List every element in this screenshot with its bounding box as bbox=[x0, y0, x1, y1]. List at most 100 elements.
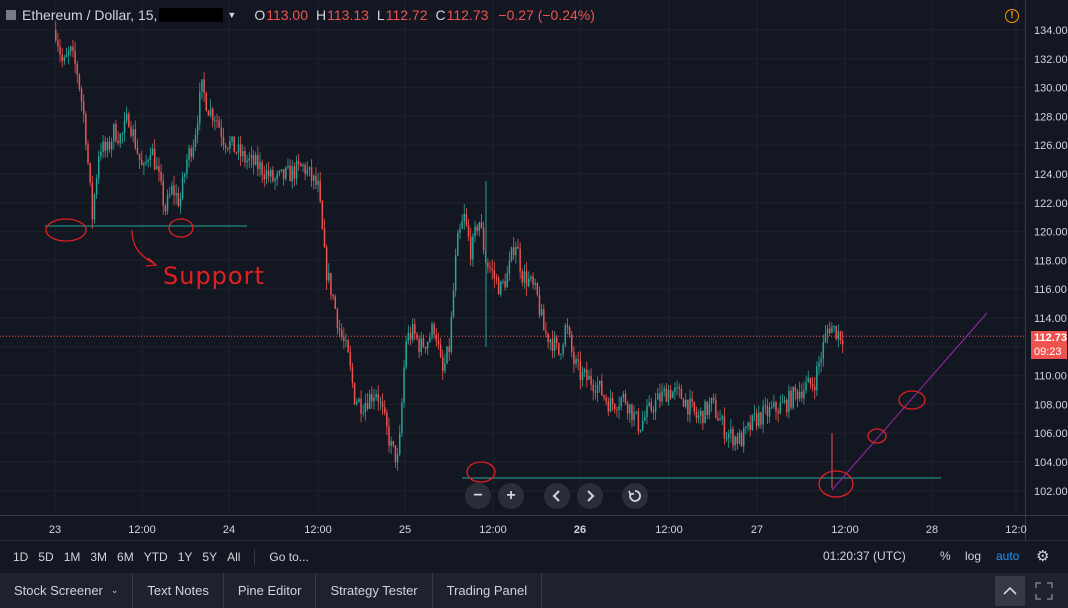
candle-body bbox=[581, 372, 584, 381]
candle-body bbox=[482, 228, 485, 251]
divider bbox=[254, 548, 256, 565]
tab-stock-screener[interactable]: Stock Screener ⌄ bbox=[0, 573, 134, 608]
candle-body bbox=[727, 433, 730, 439]
candle-body bbox=[310, 167, 313, 181]
log-toggle[interactable]: log bbox=[965, 549, 982, 563]
candle-body bbox=[626, 403, 629, 414]
candle-body bbox=[833, 325, 835, 328]
candle-body bbox=[151, 148, 154, 155]
candle-body bbox=[650, 402, 653, 411]
utc-clock[interactable]: 01:20:37 (UTC) bbox=[823, 549, 906, 563]
candle-body bbox=[564, 325, 567, 345]
scroll-left-button[interactable] bbox=[544, 483, 570, 509]
range-5y[interactable]: 5Y bbox=[202, 549, 218, 564]
chevron-down-icon[interactable]: ▼ bbox=[227, 10, 237, 20]
high-label: H bbox=[316, 7, 327, 23]
candle-body bbox=[583, 369, 586, 373]
candle-body bbox=[61, 54, 63, 61]
range-ytd[interactable]: YTD bbox=[143, 549, 168, 564]
collapse-panel-button[interactable] bbox=[995, 576, 1025, 606]
candle-body bbox=[818, 362, 820, 367]
candle-body bbox=[661, 391, 663, 402]
chevron-down-icon[interactable]: ⌄ bbox=[110, 585, 119, 595]
annotation-circle bbox=[466, 461, 496, 483]
price-tick-label: 114.00 bbox=[1034, 313, 1067, 325]
candle-body bbox=[755, 413, 758, 427]
range-all[interactable]: All bbox=[227, 549, 241, 564]
range-1y[interactable]: 1Y bbox=[177, 549, 193, 564]
tab-pine-editor[interactable]: Pine Editor bbox=[224, 573, 317, 608]
candle-body bbox=[521, 271, 524, 283]
candle-body bbox=[491, 268, 493, 271]
candle-body bbox=[579, 361, 582, 381]
tab-label: Stock Screener bbox=[14, 583, 103, 598]
candle-body bbox=[708, 403, 711, 415]
chart-area[interactable]: 23 12:00 24 12:00 25 12:00 26 12:00 27 12:00 28 12:… bbox=[0, 0, 1068, 540]
auto-toggle[interactable]: auto bbox=[996, 549, 1020, 563]
candle-body bbox=[674, 387, 676, 392]
candle-body bbox=[280, 169, 283, 172]
candle-body bbox=[639, 429, 642, 432]
candle-body bbox=[689, 398, 691, 415]
reset-chart-button[interactable] bbox=[622, 483, 648, 509]
range-6m[interactable]: 6M bbox=[117, 549, 134, 564]
candle-body bbox=[156, 166, 158, 170]
candle-body bbox=[261, 162, 263, 175]
range-5d[interactable]: 5D bbox=[38, 549, 54, 564]
candle-body bbox=[373, 397, 375, 402]
candle-body bbox=[229, 141, 231, 149]
close-label: C bbox=[435, 7, 446, 23]
candle-body bbox=[465, 213, 468, 226]
zoom-out-button[interactable]: − bbox=[465, 483, 491, 509]
candle-body bbox=[59, 46, 61, 55]
candle-body bbox=[807, 377, 809, 383]
candle-body bbox=[207, 110, 210, 116]
tab-strategy-tester[interactable]: Strategy Tester bbox=[316, 573, 433, 608]
time-tick-label: 12:0 bbox=[1005, 524, 1026, 536]
candle-body bbox=[164, 205, 167, 212]
candle-body bbox=[132, 129, 134, 136]
symbol-title[interactable]: Ethereum / Dollar, 15, bbox=[22, 7, 158, 23]
candle-body bbox=[532, 276, 534, 285]
candle-body bbox=[792, 387, 794, 408]
fullscreen-icon[interactable] bbox=[1034, 581, 1054, 601]
range-3m[interactable]: 3M bbox=[90, 549, 108, 564]
range-1d[interactable]: 1D bbox=[13, 549, 29, 564]
candle-body bbox=[91, 182, 94, 220]
price-tick-label: 110.00 bbox=[1034, 371, 1067, 383]
candle-body bbox=[657, 393, 659, 400]
candle-body bbox=[399, 432, 401, 455]
candle-body bbox=[98, 155, 100, 179]
candle-body bbox=[214, 120, 216, 122]
candle-body bbox=[781, 402, 784, 404]
candle-body bbox=[166, 195, 169, 212]
scroll-right-button[interactable] bbox=[577, 483, 603, 509]
candle-body bbox=[433, 324, 435, 335]
candle-body bbox=[216, 120, 218, 122]
candle-body bbox=[816, 366, 818, 391]
range-1m[interactable]: 1M bbox=[63, 549, 81, 564]
percent-toggle[interactable]: % bbox=[940, 549, 951, 563]
candle-body bbox=[435, 334, 438, 341]
gear-icon[interactable]: ⚙ bbox=[1036, 548, 1050, 565]
candle-body bbox=[319, 180, 321, 202]
candle-body bbox=[285, 167, 287, 179]
warning-icon[interactable]: ! bbox=[1005, 9, 1019, 23]
price-chart[interactable]: 23 12:00 24 12:00 25 12:00 26 12:00 27 12:00 28 12:… bbox=[0, 0, 1068, 540]
candle-body bbox=[184, 174, 186, 177]
zoom-in-button[interactable]: + bbox=[498, 483, 524, 509]
candle-body bbox=[839, 331, 842, 341]
candle-body bbox=[422, 338, 425, 347]
candle-body bbox=[403, 367, 405, 403]
candle-body bbox=[231, 136, 233, 142]
candle-body bbox=[199, 91, 201, 124]
tab-trading-panel[interactable]: Trading Panel bbox=[433, 573, 543, 608]
tab-text-notes[interactable]: Text Notes bbox=[133, 573, 224, 608]
candle-body bbox=[304, 164, 306, 175]
candle-body bbox=[553, 337, 556, 351]
symbol-icon bbox=[6, 10, 16, 20]
tab-label: Text Notes bbox=[147, 583, 209, 598]
go-to-button[interactable]: Go to... bbox=[269, 549, 309, 564]
candle-body bbox=[528, 278, 530, 286]
annotation-circle bbox=[898, 390, 926, 410]
